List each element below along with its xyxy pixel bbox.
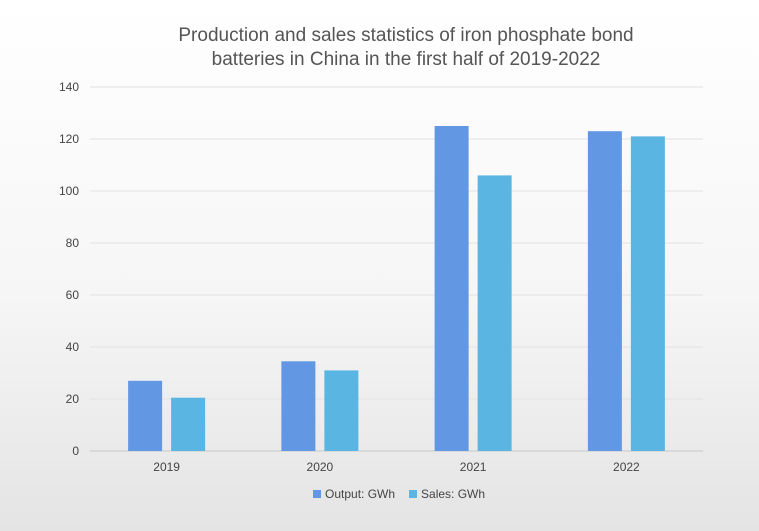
y-tick-label-100: 100 — [59, 184, 79, 198]
y-tick-label-20: 20 — [66, 392, 80, 406]
bar-2020-series-0 — [281, 361, 316, 451]
legend-swatch-1 — [409, 490, 418, 498]
x-tick-label-2020: 2020 — [307, 460, 334, 474]
bar-2019-series-1 — [171, 397, 206, 451]
bar-2022-series-1 — [630, 136, 665, 451]
legend: Output: GWh Sales: GWh — [313, 487, 485, 501]
x-tick-label-2022: 2022 — [613, 460, 640, 474]
y-tick-label-80: 80 — [66, 236, 80, 250]
legend-swatch-0 — [313, 490, 321, 498]
y-tick-label-140: 140 — [59, 80, 79, 94]
chart-title: Production and sales statistics of iron … — [178, 25, 633, 70]
bar-2021-series-1 — [477, 175, 512, 451]
bars — [128, 126, 665, 451]
y-tick-label-40: 40 — [66, 340, 80, 354]
x-axis-tick-labels: 2019 2020 2021 2022 — [153, 460, 640, 474]
bar-2021-series-0 — [434, 126, 469, 451]
legend-label-1: Sales: GWh — [421, 487, 485, 501]
x-tick-label-2021: 2021 — [460, 460, 487, 474]
y-axis-tick-labels: 0 20 40 60 80 100 120 140 — [59, 80, 79, 458]
y-tick-label-0: 0 — [72, 444, 79, 458]
y-tick-label-60: 60 — [66, 288, 80, 302]
chart-title-line-2: batteries in China in the first half of … — [212, 49, 601, 70]
chart-title-line-1: Production and sales statistics of iron … — [178, 25, 633, 46]
bar-2020-series-1 — [324, 370, 359, 451]
legend-label-0: Output: GWh — [325, 487, 395, 501]
bar-2019-series-0 — [128, 380, 163, 451]
bar-2022-series-0 — [587, 131, 622, 451]
x-tick-label-2019: 2019 — [153, 460, 180, 474]
y-tick-label-120: 120 — [59, 132, 79, 146]
